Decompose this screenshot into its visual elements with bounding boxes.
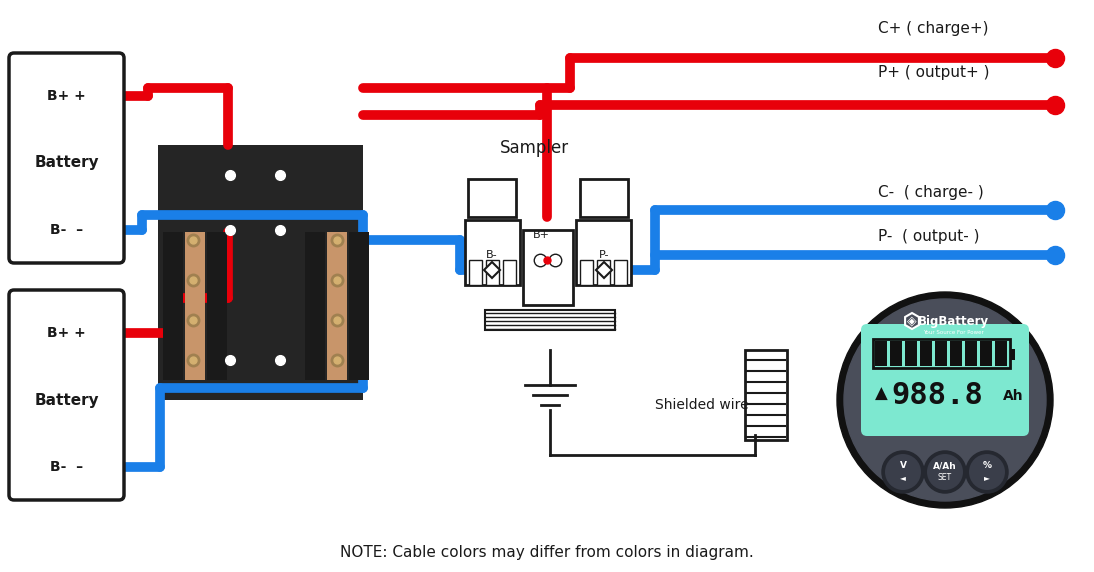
Text: Shielded wire: Shielded wire — [655, 398, 748, 412]
Text: Your Source For Power: Your Source For Power — [922, 329, 984, 335]
Bar — [905, 341, 917, 366]
FancyBboxPatch shape — [577, 220, 631, 285]
FancyBboxPatch shape — [9, 53, 124, 263]
Text: BigBattery: BigBattery — [918, 316, 989, 328]
Text: P-  ( output- ): P- ( output- ) — [878, 229, 979, 244]
Text: ►: ► — [985, 474, 990, 483]
Text: B-  –: B- – — [50, 460, 83, 474]
Bar — [349, 232, 369, 380]
Text: Battery: Battery — [34, 156, 98, 170]
FancyBboxPatch shape — [468, 179, 516, 217]
Text: SET: SET — [938, 474, 952, 483]
Bar — [327, 232, 347, 380]
Text: ◄: ◄ — [900, 474, 906, 483]
Polygon shape — [484, 262, 500, 278]
Bar — [469, 260, 482, 285]
Text: B-: B- — [486, 250, 498, 260]
Circle shape — [969, 454, 1005, 490]
Text: ◈: ◈ — [907, 315, 917, 328]
Text: P-: P- — [598, 250, 609, 260]
Text: C-  ( charge- ): C- ( charge- ) — [878, 185, 984, 200]
Circle shape — [926, 452, 965, 492]
Circle shape — [967, 452, 1006, 492]
FancyBboxPatch shape — [9, 290, 124, 500]
Text: B+ +: B+ + — [47, 326, 85, 340]
Bar — [891, 341, 901, 366]
Bar — [935, 341, 947, 366]
Bar — [1010, 349, 1015, 360]
Circle shape — [927, 454, 963, 490]
Text: B+ +: B+ + — [47, 89, 85, 103]
Text: B-  –: B- – — [50, 223, 83, 237]
Text: Ah: Ah — [1003, 389, 1024, 403]
Bar — [486, 260, 499, 285]
FancyBboxPatch shape — [580, 179, 628, 217]
Polygon shape — [596, 262, 612, 278]
Text: C+ ( charge+): C+ ( charge+) — [878, 21, 989, 35]
Text: ▲: ▲ — [875, 385, 887, 403]
Text: A/Ah: A/Ah — [933, 462, 957, 471]
FancyBboxPatch shape — [861, 324, 1029, 436]
Bar — [875, 341, 887, 366]
FancyBboxPatch shape — [465, 220, 520, 285]
Bar — [580, 260, 593, 285]
Text: V: V — [899, 462, 907, 471]
Bar — [614, 260, 627, 285]
Text: P+ ( output+ ): P+ ( output+ ) — [878, 66, 989, 81]
Circle shape — [843, 299, 1046, 501]
Circle shape — [883, 452, 923, 492]
Bar — [207, 232, 226, 380]
Text: 988.8: 988.8 — [891, 382, 982, 411]
Circle shape — [837, 292, 1054, 508]
Polygon shape — [905, 313, 919, 329]
Circle shape — [885, 454, 921, 490]
Text: B+: B+ — [533, 230, 550, 240]
Text: Battery: Battery — [34, 392, 98, 407]
Bar — [185, 232, 205, 380]
Bar — [485, 310, 615, 330]
Bar — [980, 341, 992, 366]
Bar — [950, 341, 962, 366]
Bar — [597, 260, 610, 285]
Bar — [503, 260, 516, 285]
Text: Sampler: Sampler — [500, 139, 569, 157]
Bar — [163, 232, 183, 380]
Text: NOTE: Cable colors may differ from colors in diagram.: NOTE: Cable colors may differ from color… — [340, 546, 754, 561]
Bar — [996, 341, 1006, 366]
Bar — [920, 341, 932, 366]
Bar — [965, 341, 977, 366]
Bar — [873, 339, 1010, 368]
Bar — [305, 232, 325, 380]
Bar — [745, 350, 787, 440]
FancyBboxPatch shape — [523, 230, 573, 305]
Text: %: % — [982, 462, 991, 471]
Bar — [158, 145, 363, 400]
